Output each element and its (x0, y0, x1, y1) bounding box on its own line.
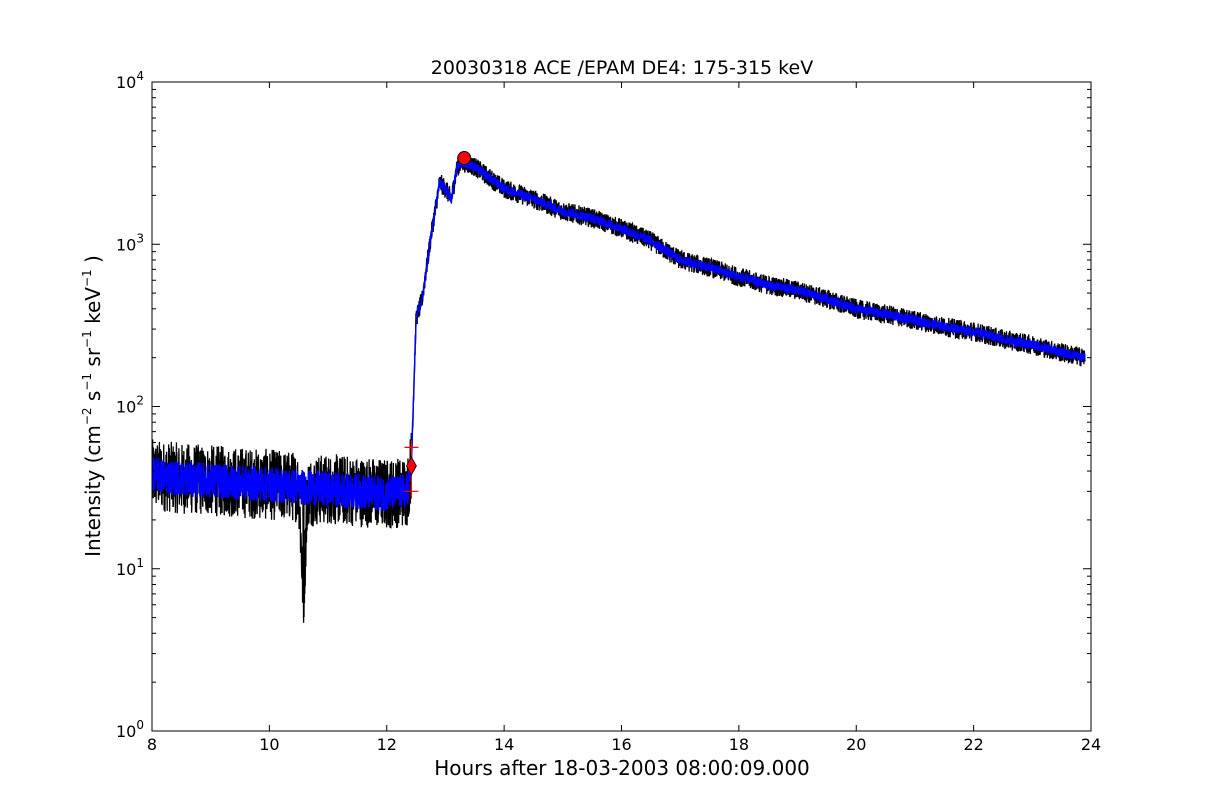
x-tick-label: 18 (729, 735, 749, 754)
x-axis-label: Hours after 18-03-2003 08:00:09.000 (434, 756, 810, 780)
peak-circle-marker (457, 151, 472, 166)
x-tick-label: 10 (259, 735, 279, 754)
onset-error-upper-marker (404, 440, 419, 455)
series-raw-line (152, 153, 1086, 623)
onset-error-lower-marker (404, 484, 419, 499)
y-tick-label: 104 (116, 69, 144, 92)
x-tick-label: 14 (494, 735, 514, 754)
y-tick-label: 100 (116, 718, 144, 741)
y-tick-label: 102 (116, 394, 144, 417)
ticks-layer: 8 10 12 14 16 18 20 22 24 100 101 102 103 104 (116, 69, 1101, 754)
y-axis-label: Intensity (cm−2 s−1 sr−1 keV−1 ) (80, 255, 105, 557)
marker-layer (404, 151, 472, 499)
onset-diamond-marker (405, 456, 417, 476)
x-tick-label: 8 (147, 735, 157, 754)
series-smoothed-line (152, 157, 1086, 512)
series-raw-spike (302, 491, 305, 600)
x-tick-label: 20 (846, 735, 866, 754)
plot-frame (151, 81, 1092, 732)
series-layer (152, 153, 1086, 623)
chart-title: 20030318 ACE /EPAM DE4: 175-315 keV (431, 57, 813, 79)
x-tick-label: 16 (611, 735, 631, 754)
x-tick-label: 12 (377, 735, 397, 754)
y-tick-label: 103 (116, 231, 144, 254)
x-tick-label: 22 (963, 735, 983, 754)
y-tick-label: 101 (116, 556, 144, 579)
x-tick-label: 24 (1081, 735, 1101, 754)
